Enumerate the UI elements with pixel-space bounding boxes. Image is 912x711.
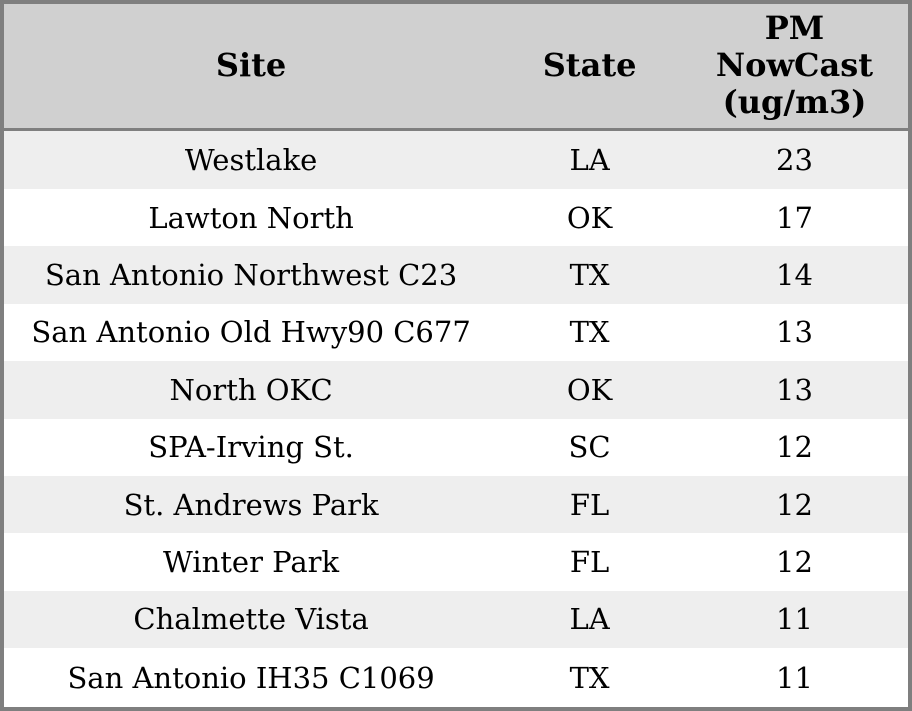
- value-cell: 17: [776, 200, 813, 235]
- state-cell: LA: [569, 142, 610, 177]
- site-cell: San Antonio IH35 C1069: [67, 660, 435, 695]
- table-row: San Antonio IH35 C1069 TX 11: [2, 648, 910, 709]
- site-cell: SPA-Irving St.: [148, 430, 354, 465]
- value-cell: 11: [776, 660, 813, 695]
- state-cell: LA: [569, 602, 610, 637]
- state-cell: TX: [569, 315, 610, 350]
- value-cell: 12: [776, 430, 813, 465]
- state-cell: FL: [569, 545, 610, 580]
- site-cell: Westlake: [184, 142, 318, 177]
- table-row: North OKC OK 13: [2, 361, 910, 419]
- state-cell: FL: [569, 487, 610, 522]
- column-header-site: Site: [2, 2, 499, 131]
- value-cell: 14: [776, 258, 813, 293]
- value-cell: 23: [776, 142, 813, 177]
- header-row: Site State PM NowCast (ug/m3): [2, 2, 910, 131]
- state-cell: TX: [569, 660, 610, 695]
- site-cell: St. Andrews Park: [123, 487, 379, 522]
- value-cell: 12: [776, 545, 813, 580]
- state-cell: TX: [569, 258, 610, 293]
- site-cell: North OKC: [169, 372, 333, 407]
- table-row: Chalmette Vista LA 11: [2, 590, 910, 649]
- site-cell: Winter Park: [163, 545, 340, 580]
- value-cell: 13: [776, 372, 813, 407]
- site-cell: Lawton North: [148, 200, 354, 235]
- table-row: San Antonio Old Hwy90 C677 TX 13: [2, 303, 910, 362]
- state-cell: OK: [566, 200, 613, 235]
- table-row: St. Andrews Park FL 12: [2, 475, 910, 534]
- column-header-state: State: [498, 2, 681, 131]
- value-cell: 12: [776, 487, 813, 522]
- state-cell: SC: [568, 430, 611, 465]
- value-cell: 11: [776, 602, 813, 637]
- site-cell: San Antonio Northwest C23: [44, 258, 458, 293]
- state-cell: OK: [566, 372, 613, 407]
- table-row: Lawton North OK 17: [2, 188, 910, 247]
- site-cell: Chalmette Vista: [133, 602, 369, 637]
- table-row: Westlake LA 23: [2, 129, 910, 189]
- column-header-pm-nowcast: PM NowCast (ug/m3): [680, 2, 910, 131]
- value-cell: 13: [776, 315, 813, 350]
- table-row: SPA-Irving St. SC 12: [2, 418, 910, 476]
- table-row: Winter Park FL 12: [2, 533, 910, 591]
- table-row: San Antonio Northwest C23 TX 14: [2, 246, 910, 304]
- site-cell: San Antonio Old Hwy90 C677: [31, 315, 471, 350]
- table-body: Westlake LA 23 Lawton North OK 17 San An…: [2, 129, 910, 709]
- table-header: Site State PM NowCast (ug/m3): [2, 2, 910, 131]
